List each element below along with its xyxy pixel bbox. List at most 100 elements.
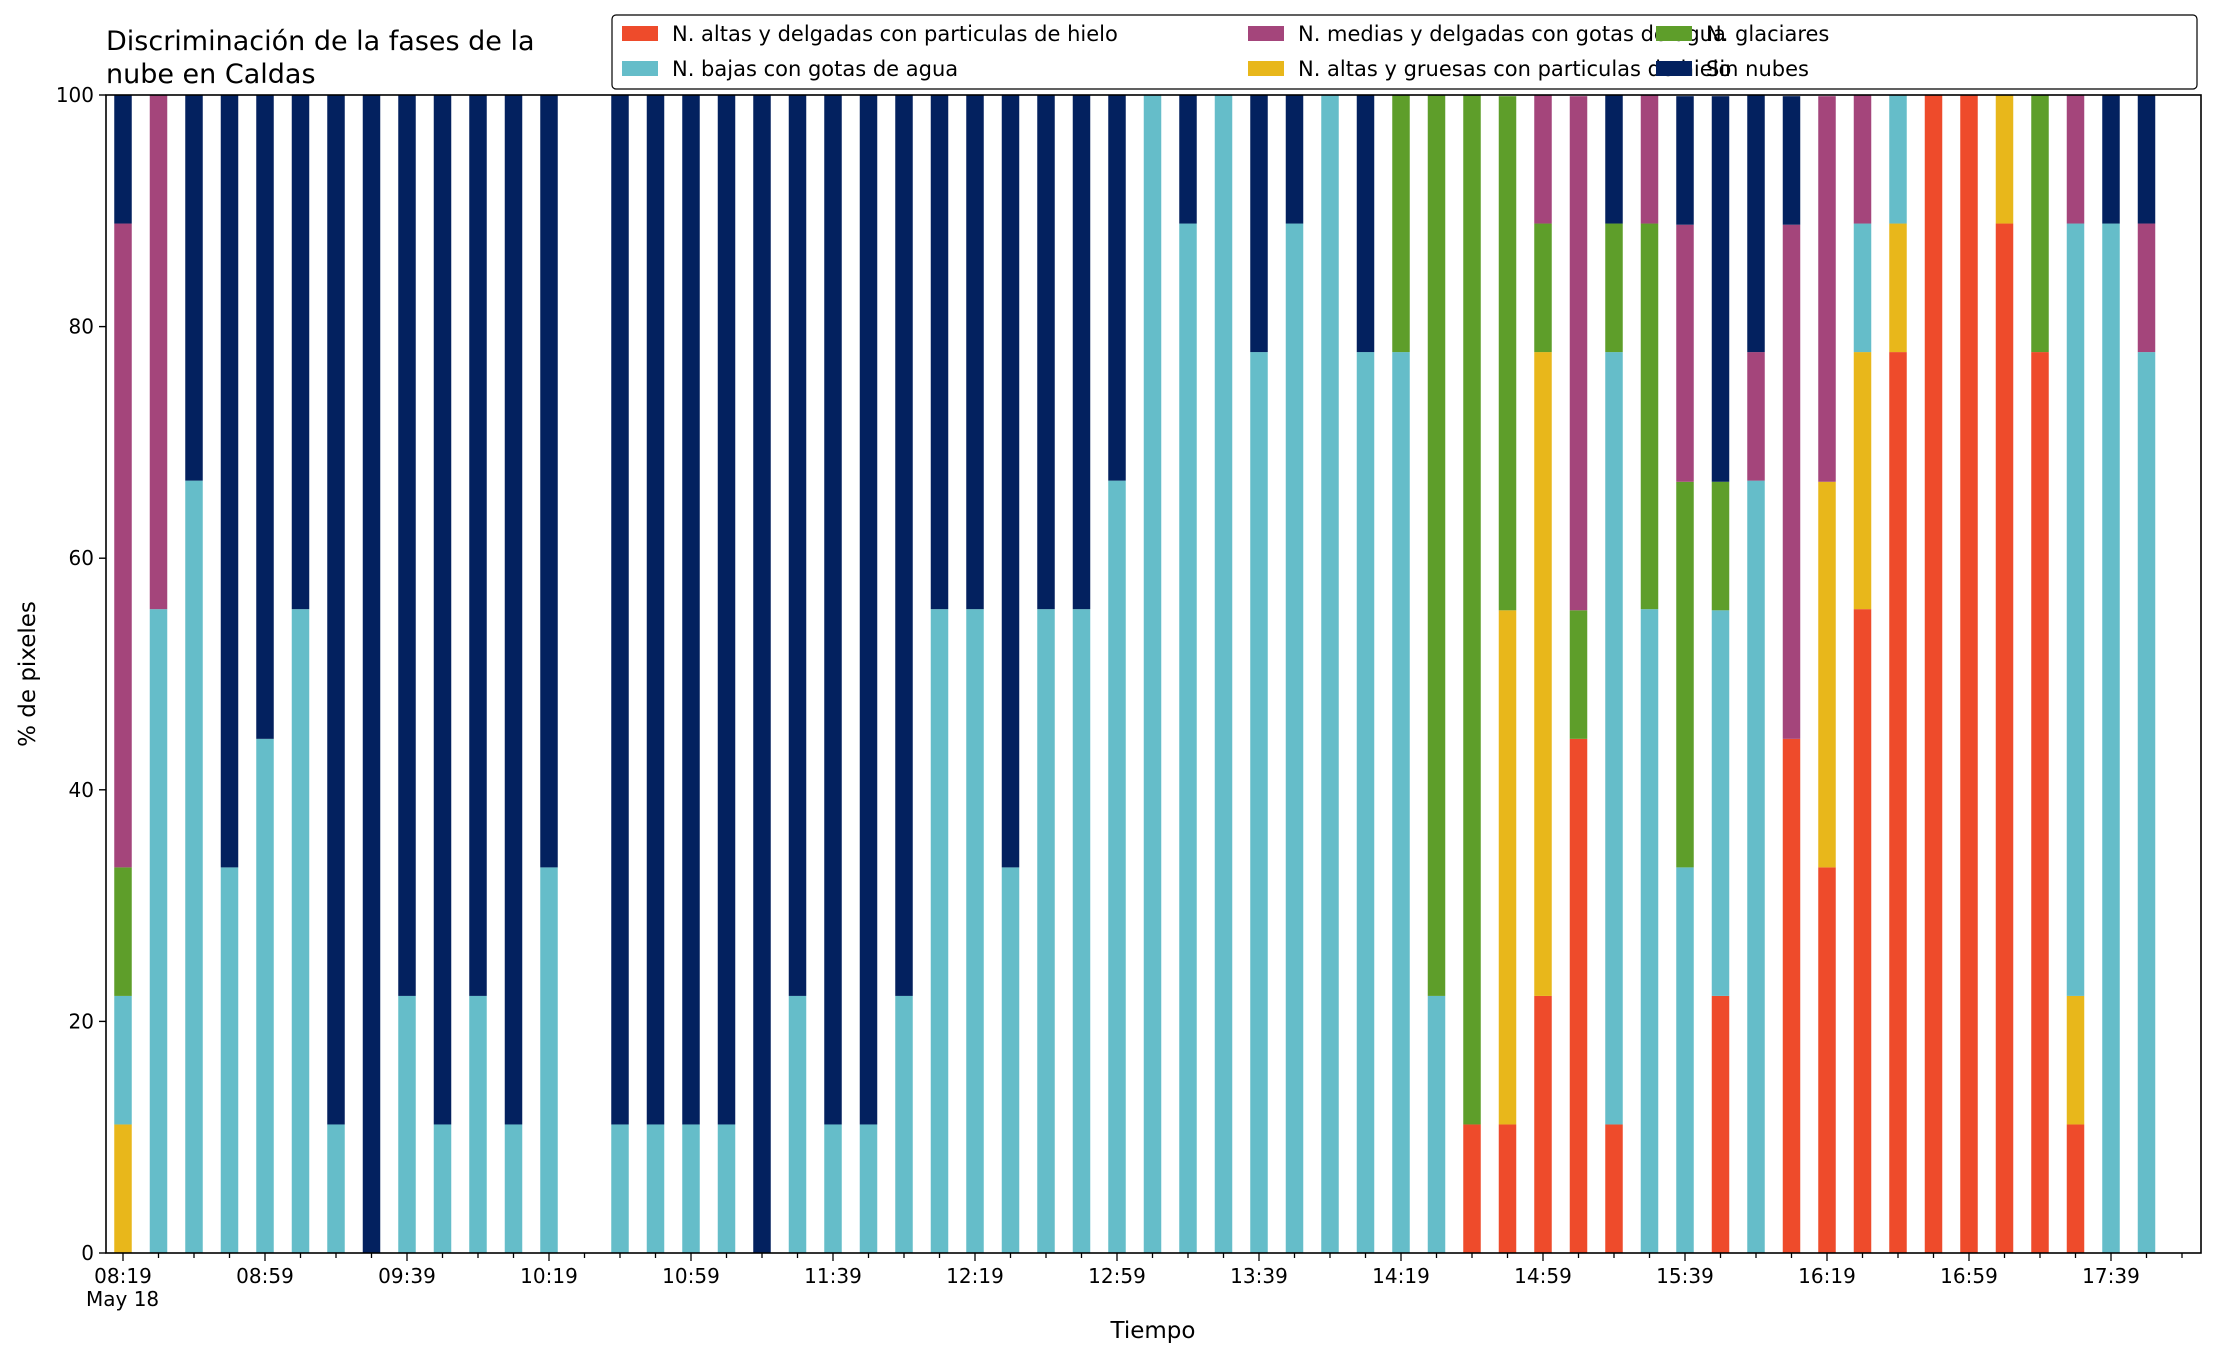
x-tick-label: 16:59: [1940, 1264, 1998, 1288]
bar-segment: [1037, 609, 1055, 1253]
bar-segment: [114, 95, 132, 224]
bar-segment: [220, 95, 239, 868]
bar-segment: [1108, 95, 1126, 481]
bar-segment: [220, 867, 239, 1253]
bar-segment: [859, 1124, 878, 1253]
x-tick-label: 08:19: [94, 1264, 152, 1288]
x-tick-label: 12:19: [946, 1264, 1004, 1288]
bar-segment: [1782, 738, 1801, 1253]
bar-segment: [540, 95, 558, 868]
legend-swatch: [1656, 61, 1692, 76]
bar-segment: [682, 95, 700, 1125]
bar-segment: [1427, 95, 1446, 996]
x-tick-label: 14:59: [1514, 1264, 1572, 1288]
bar-segment: [1711, 481, 1730, 611]
bar-segment: [1037, 95, 1055, 610]
bar-segment: [611, 95, 629, 1125]
bar-segment: [1818, 867, 1836, 1253]
bar-segment: [1072, 609, 1091, 1253]
bar-segment: [1640, 223, 1659, 610]
bar-segment: [753, 95, 771, 1253]
bar-segment: [1640, 95, 1659, 224]
legend: N. altas y delgadas con particulas de hi…: [611, 14, 2198, 90]
bar-segment: [646, 95, 665, 1125]
bar-segment: [1818, 481, 1836, 868]
bar-segment: [788, 95, 807, 996]
bar-segment: [1711, 96, 1730, 482]
y-tick-label: 100: [56, 83, 94, 107]
x-tick-label: 12:59: [1088, 1264, 1146, 1288]
y-axis-label: % de pixeles: [15, 601, 41, 747]
x-tick-label: 10:19: [520, 1264, 578, 1288]
bar-segment: [433, 95, 452, 1125]
bar-segment: [1676, 224, 1694, 482]
bar-segment: [824, 1124, 842, 1253]
bar-segment: [1108, 480, 1126, 1253]
bar-segment: [895, 995, 913, 1253]
bar-segment: [1534, 223, 1552, 353]
x-tick-label: 17:39: [2082, 1264, 2140, 1288]
bar-segment: [1072, 95, 1091, 610]
bar-segment: [1356, 352, 1375, 1254]
bar-segment: [114, 1124, 132, 1253]
legend-swatch: [622, 61, 658, 76]
bar-segment: [1782, 224, 1801, 739]
bar-segment: [1747, 480, 1765, 1253]
bar-segment: [1711, 610, 1730, 996]
bar-segment: [114, 223, 132, 868]
x-tick-label: 09:39: [378, 1264, 436, 1288]
bar-segment: [2066, 95, 2085, 224]
x-tick-label: 16:19: [1798, 1264, 1856, 1288]
legend-swatch: [1656, 26, 1692, 41]
bar-segment: [1392, 95, 1410, 353]
bar-segment: [966, 95, 984, 610]
bar-segment: [717, 1124, 736, 1253]
x-tick-label: 11:39: [804, 1264, 862, 1288]
bar-segment: [1605, 95, 1623, 224]
bar-segment: [1250, 352, 1268, 1254]
bar-segment: [1179, 95, 1197, 224]
x-tick-label: 15:39: [1656, 1264, 1714, 1288]
legend-label: N. altas y delgadas con particulas de hi…: [672, 22, 1118, 46]
x-tick-label: 13:39: [1230, 1264, 1288, 1288]
y-tick-label: 0: [81, 1241, 94, 1265]
bar-segment: [646, 1124, 665, 1253]
bar-segment: [1569, 96, 1588, 611]
bar-segment: [1356, 95, 1375, 353]
bar-segment: [256, 738, 274, 1253]
legend-label: N. medias y delgadas con gotas de agua: [1298, 22, 1726, 46]
bar-segment: [1605, 352, 1623, 1125]
bar-segment: [930, 95, 949, 610]
bar-segment: [2137, 95, 2156, 224]
x-axis: 08:19 08:59 09:39 10:19 10:59 11:39 12:19 12:59…: [94, 1253, 2183, 1288]
bar-segment: [1605, 223, 1623, 353]
bars-group: [114, 95, 2156, 1254]
bar-segment: [1889, 352, 1907, 1254]
bar-segment: [895, 95, 913, 996]
y-tick-label: 20: [69, 1009, 94, 1033]
bar-segment: [291, 609, 310, 1253]
bar-segment: [2137, 352, 2156, 1254]
bar-segment: [185, 480, 203, 1253]
chart-title-line-1: Discriminación de la fases de la: [106, 26, 535, 57]
bar-segment: [291, 95, 310, 610]
bar-segment: [1995, 223, 2014, 1253]
bar-segment: [1889, 223, 1907, 353]
legend-label: Sin nubes: [1706, 57, 1809, 81]
bar-segment: [930, 609, 949, 1253]
x-date-label: May 18: [86, 1287, 159, 1311]
y-tick-label: 40: [69, 778, 94, 802]
bar-segment: [2137, 223, 2156, 353]
bar-segment: [327, 95, 345, 1125]
bar-segment: [2066, 1124, 2085, 1253]
bar-segment: [1463, 95, 1481, 1125]
plot-frame: [105, 94, 2202, 1254]
bar-segment: [469, 995, 487, 1253]
bar-segment: [433, 1124, 452, 1253]
bar-segment: [1250, 95, 1268, 353]
bar-segment: [1534, 352, 1552, 996]
bar-segment: [1676, 96, 1694, 225]
legend-frame: [611, 14, 2198, 90]
bar-segment: [1285, 95, 1304, 224]
